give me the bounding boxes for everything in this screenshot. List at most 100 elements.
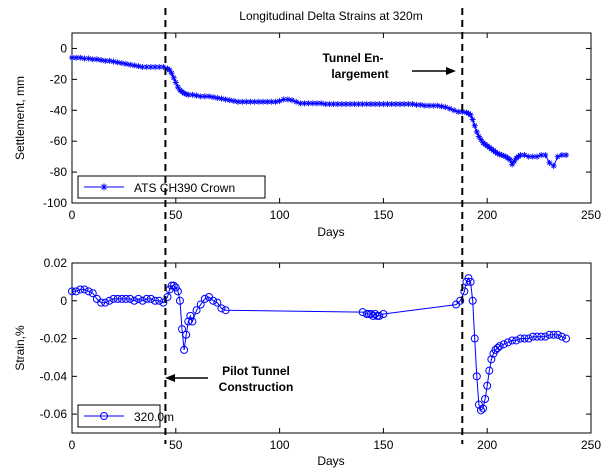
- settlement-data-point: [363, 101, 370, 108]
- strain-series: [68, 274, 571, 415]
- settlement-data-point: [110, 58, 117, 65]
- strain-data-point: [364, 310, 373, 318]
- settlement-data-point: [127, 61, 134, 68]
- strain-data-point: [379, 310, 388, 318]
- strain-y-tick-label: 0.02: [44, 256, 68, 270]
- strain-data-point: [173, 287, 182, 296]
- settlement-data-point: [170, 74, 177, 81]
- strain-data-point: [155, 296, 164, 305]
- settlement-data-point: [434, 102, 441, 109]
- settlement-x-tick-label: 250: [581, 208, 601, 222]
- settlement-data-point: [222, 96, 229, 103]
- settlement-data-point: [85, 55, 92, 62]
- strain-data-point: [134, 294, 143, 303]
- strain-series-line: [72, 277, 567, 412]
- strain-data-point: [476, 406, 485, 415]
- strain-data-point: [121, 294, 130, 303]
- strain-data-point: [169, 281, 178, 290]
- strain-data-point: [109, 294, 118, 303]
- strain-data-point: [138, 296, 147, 305]
- strain-y-tick-label: 0: [60, 294, 67, 308]
- strain-data-point: [142, 294, 151, 303]
- settlement-x-tick-label: 200: [477, 208, 497, 222]
- circle-marker-icon: [100, 412, 108, 420]
- pilot-tunnel-annotation: Pilot Tunnel Construction: [165, 364, 293, 394]
- settlement-data-point: [473, 128, 480, 135]
- strain-data-point: [483, 381, 492, 390]
- strain-data-point: [369, 311, 378, 320]
- strain-data-point: [508, 336, 517, 345]
- settlement-series: [69, 54, 570, 169]
- settlement-data-point: [338, 101, 345, 108]
- strain-data-point: [533, 332, 542, 341]
- strain-data-point: [68, 287, 76, 296]
- settlement-data-point: [210, 94, 217, 101]
- strain-x-axis-label: Days: [317, 454, 344, 468]
- strain-data-point: [562, 334, 571, 343]
- strain-data-point: [456, 296, 465, 305]
- settlement-data-point: [272, 98, 279, 105]
- settlement-x-tick-label: 100: [270, 208, 290, 222]
- strain-data-point: [516, 334, 525, 343]
- settlement-legend-label: ATS CH390 Crown: [134, 181, 235, 195]
- settlement-data-point: [206, 93, 213, 100]
- settlement-data-point: [542, 152, 549, 159]
- strain-data-point: [88, 289, 97, 298]
- strain-data-point: [186, 311, 195, 320]
- pilot-tunnel-label-line2: Construction: [219, 380, 294, 394]
- strain-y-axis-label: Strain,%: [13, 325, 27, 371]
- strain-data-point: [184, 317, 193, 326]
- strain-data-point: [196, 300, 205, 309]
- settlement-data-point: [475, 133, 482, 140]
- settlement-data-point: [118, 60, 125, 67]
- strain-data-point: [464, 274, 473, 283]
- strain-data-point: [375, 311, 384, 320]
- strain-data-point: [163, 293, 172, 301]
- strain-data-point: [460, 287, 469, 296]
- settlement-data-point: [280, 96, 287, 103]
- strain-legend: 320.0m: [77, 404, 174, 428]
- strain-data-point: [487, 355, 496, 364]
- settlement-data-point: [268, 98, 275, 105]
- strain-data-point: [76, 285, 85, 294]
- settlement-data-point: [218, 95, 225, 102]
- settlement-data-point: [409, 101, 416, 108]
- settlement-axis-ticks: 0 50 100 150 200 250 0 -20 -40 -60 -80 -100: [43, 33, 601, 222]
- settlement-data-point: [122, 60, 129, 67]
- strain-axis-ticks: 0 50 100 150 200 250 0.02 0 -0.02 -0.04 -0.06: [40, 256, 602, 452]
- settlement-data-point: [511, 158, 518, 165]
- settlement-data-point: [172, 79, 179, 86]
- settlement-data-point: [467, 111, 474, 118]
- strain-data-point: [200, 294, 209, 303]
- strain-data-point: [553, 330, 562, 339]
- strain-legend-label: 320.0m: [134, 410, 174, 424]
- settlement-data-point: [135, 63, 142, 70]
- strain-y-tick-label: -0.04: [40, 369, 68, 383]
- settlement-y-tick-label: -80: [50, 165, 68, 179]
- settlement-x-axis-label: Days: [317, 225, 344, 239]
- settlement-data-point: [529, 153, 536, 160]
- strain-data-point: [175, 296, 184, 305]
- strain-y-tick-label: -0.02: [40, 332, 68, 346]
- strain-data-point: [495, 342, 504, 351]
- strain-data-point: [499, 340, 508, 349]
- settlement-data-point: [193, 92, 200, 99]
- strain-x-tick-label: 250: [581, 438, 601, 452]
- strain-data-point: [171, 283, 180, 292]
- settlement-data-point: [168, 70, 175, 77]
- settlement-data-point: [438, 103, 445, 110]
- settlement-legend: ATS CH390 Crown: [77, 175, 266, 199]
- strain-data-point: [101, 298, 110, 307]
- strain-data-point: [117, 294, 126, 303]
- strain-data-point: [209, 296, 218, 305]
- strain-chart: 0 50 100 150 200 250 0.02 0 -0.02 -0.04 -0.06 Days…: [13, 256, 601, 468]
- settlement-y-tick-label: -100: [43, 196, 67, 210]
- tunnel-enlargement-label-line2: largement: [331, 67, 388, 81]
- settlement-data-point: [106, 57, 113, 64]
- strain-data-point: [485, 366, 494, 375]
- settlement-data-point: [469, 116, 476, 123]
- event-lines: [164, 8, 464, 444]
- strain-data-point: [466, 277, 475, 286]
- settlement-y-tick-label: -20: [50, 72, 68, 86]
